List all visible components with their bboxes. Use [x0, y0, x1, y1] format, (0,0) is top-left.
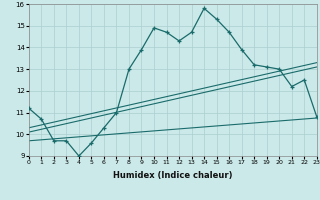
X-axis label: Humidex (Indice chaleur): Humidex (Indice chaleur) [113, 171, 233, 180]
